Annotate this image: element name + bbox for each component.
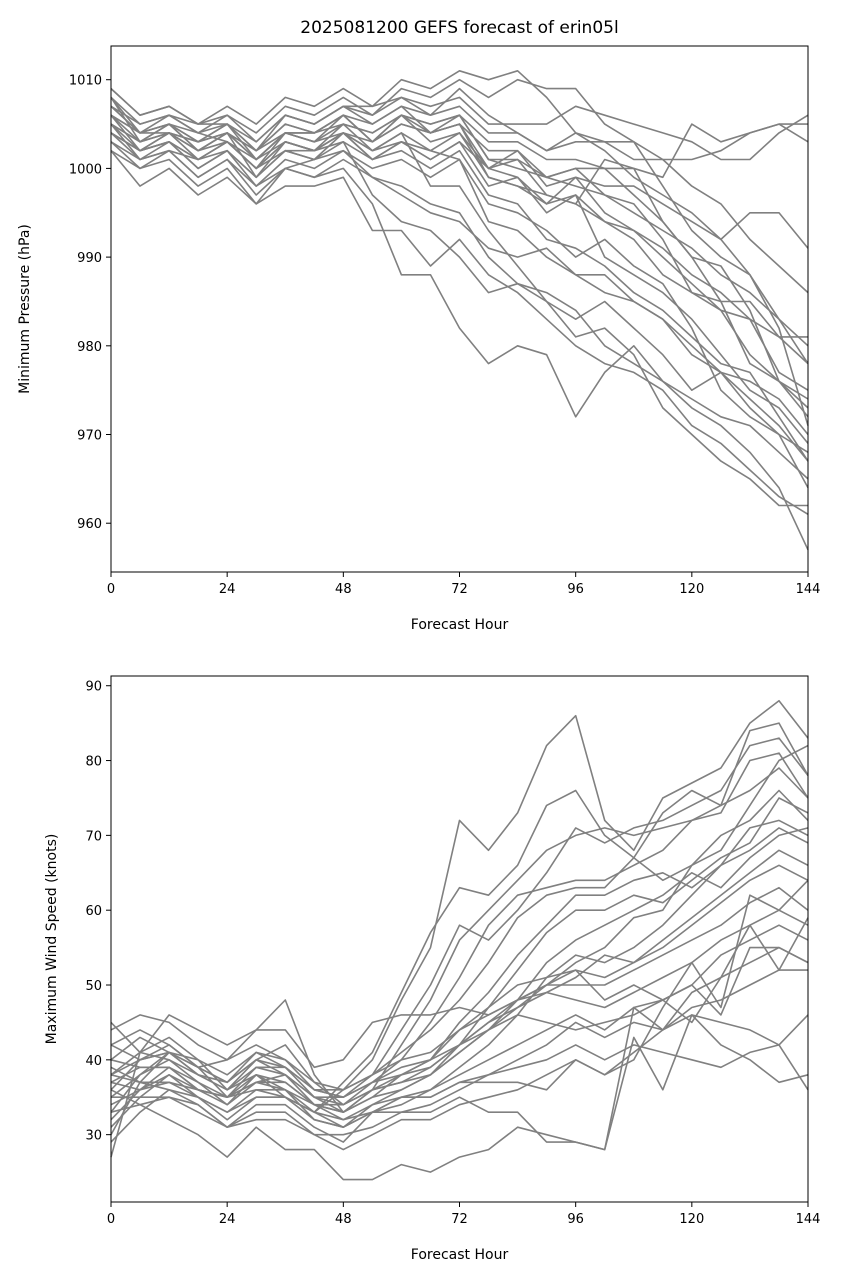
wind-x-tick-label: 144 [796, 1212, 821, 1227]
wind-chart: 0 24 48 72 96 120 144 30 40 50 60 70 80 90 Forecast H… [44, 675, 820, 1263]
wind-series-line-20 [110, 1014, 809, 1181]
wind-series-line-4 [110, 752, 809, 1113]
pressure-series-line-16 [110, 132, 809, 551]
wind-series-line-3 [110, 737, 809, 1113]
wind-series-line-2 [110, 722, 809, 1136]
pressure-series-line-22 [110, 114, 809, 249]
pressure-x-tick-label: 120 [679, 582, 704, 597]
pressure-x-tick-label: 96 [567, 582, 584, 597]
pressure-series-group [110, 70, 809, 551]
pressure-x-tick-label: 72 [451, 582, 468, 597]
pressure-series-line-9 [110, 132, 809, 444]
pressure-series-line-23 [110, 132, 809, 365]
pressure-x-axis-label: Forecast Hour [411, 617, 509, 633]
wind-x-axis-label: Forecast Hour [411, 1247, 509, 1263]
pressure-ticks: 0 24 48 72 96 120 144 960 970 980 990 1000 1010 [69, 74, 821, 597]
wind-y-tick-label: 80 [85, 755, 102, 770]
pressure-y-tick-label: 980 [77, 340, 102, 355]
pressure-series-line-1 [110, 70, 809, 365]
pressure-x-tick-label: 144 [796, 582, 821, 597]
wind-x-tick-label: 0 [107, 1212, 115, 1227]
wind-x-tick-label: 72 [451, 1212, 468, 1227]
pressure-y-tick-label: 1000 [69, 162, 102, 177]
pressure-x-tick-label: 24 [219, 582, 236, 597]
chart-title: 2025081200 GEFS forecast of erin05l [300, 18, 618, 38]
wind-series-line-21 [110, 917, 809, 1151]
pressure-series-line-15 [110, 114, 808, 507]
wind-series-line-24 [110, 744, 809, 1106]
wind-y-tick-label: 60 [85, 904, 102, 919]
wind-y-tick-label: 40 [85, 1054, 102, 1069]
wind-ticks: 0 24 48 72 96 120 144 30 40 50 60 70 80 90 [85, 680, 820, 1227]
wind-series-group [110, 699, 809, 1181]
pressure-series-line-11 [110, 132, 809, 436]
pressure-x-tick-label: 0 [107, 582, 115, 597]
pressure-series-line-24 [110, 96, 809, 347]
pressure-chart: 2025081200 GEFS forecast of erin05l 0 24 4… [17, 18, 820, 633]
pressure-plot-frame [110, 45, 809, 573]
wind-x-tick-label: 120 [679, 1212, 704, 1227]
wind-y-tick-label: 90 [85, 680, 102, 695]
wind-x-tick-label: 96 [567, 1212, 584, 1227]
pressure-series-line-17 [110, 149, 809, 462]
wind-plot-frame [110, 675, 809, 1203]
wind-series-line-23 [110, 946, 809, 1098]
pressure-y-tick-label: 960 [77, 517, 102, 532]
wind-y-tick-label: 30 [85, 1129, 102, 1144]
pressure-series-line-7 [110, 123, 809, 418]
wind-series-line-8 [110, 797, 809, 1121]
wind-y-tick-label: 50 [85, 979, 102, 994]
pressure-series-line-14 [110, 150, 809, 515]
pressure-y-axis-label: Minimum Pressure (hPa) [17, 224, 33, 394]
pressure-y-tick-label: 1010 [69, 74, 102, 89]
pressure-y-tick-label: 990 [77, 251, 102, 266]
pressure-series-line-21 [110, 87, 809, 426]
wind-x-tick-label: 48 [335, 1212, 352, 1227]
pressure-y-tick-label: 970 [77, 429, 102, 444]
wind-y-tick-label: 70 [85, 829, 102, 844]
wind-y-axis-label: Maximum Wind Speed (knots) [44, 834, 60, 1045]
pressure-x-tick-label: 48 [335, 582, 352, 597]
wind-series-line-11 [110, 849, 809, 1113]
wind-series-line-13 [110, 886, 809, 1091]
wind-series-line-1 [110, 699, 809, 1158]
wind-series-line-16 [110, 946, 809, 1128]
wind-x-tick-label: 24 [219, 1212, 236, 1227]
